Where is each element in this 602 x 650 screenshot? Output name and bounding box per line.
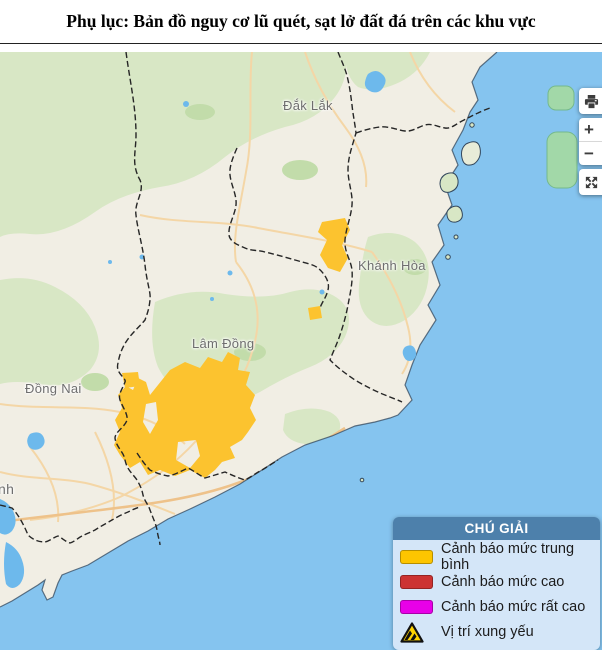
map-label-lam-dong: Lâm Đồng: [192, 336, 255, 351]
legend-item-high: Cảnh báo mức cao: [400, 571, 591, 593]
map-label-khanh-hoa: Khánh Hòa: [358, 258, 426, 273]
legend-body: Cảnh báo mức trung bình Cảnh báo mức cao…: [393, 540, 600, 650]
zoom-in-button[interactable]: +: [579, 118, 602, 141]
map-label-partial: nh: [0, 481, 15, 497]
legend-item-critical-point: Vị trí xung yếu: [400, 621, 591, 643]
map-label-dak-lak: Đắk Lắk: [283, 98, 333, 113]
zoom-out-icon: −: [584, 144, 594, 163]
page-header: Phụ lục: Bản đồ nguy cơ lũ quét, sạt lở …: [0, 0, 602, 44]
high-warning-swatch: [400, 575, 433, 589]
very-high-warning-swatch: [400, 600, 433, 614]
zoom-control-divider: [579, 141, 602, 142]
header-divider-gap: [0, 44, 602, 52]
legend-item-medium: Cảnh báo mức trung bình: [400, 541, 591, 573]
medium-warning-swatch: [400, 550, 433, 564]
zoom-control: + −: [579, 118, 602, 165]
fullscreen-icon: [585, 176, 598, 188]
zoom-in-icon: +: [584, 120, 594, 139]
map-canvas[interactable]: Đắk Lắk Khánh Hòa Lâm Đồng Đồng Nai nh +…: [0, 52, 602, 650]
zoom-out-button[interactable]: −: [579, 142, 602, 165]
warning-triangle-icon: [400, 621, 424, 643]
print-button[interactable]: [579, 88, 602, 114]
page-title: Phụ lục: Bản đồ nguy cơ lũ quét, sạt lở …: [66, 11, 536, 31]
map-label-dong-nai: Đồng Nai: [25, 381, 82, 396]
map-graphics: [0, 52, 602, 650]
fullscreen-button[interactable]: [579, 169, 602, 195]
legend-panel: CHÚ GIẢI Cảnh báo mức trung bình Cảnh bá…: [393, 517, 600, 650]
legend-title: CHÚ GIẢI: [393, 517, 600, 540]
print-icon: [584, 94, 599, 108]
legend-item-very-high: Cảnh báo mức rất cao: [400, 596, 591, 618]
